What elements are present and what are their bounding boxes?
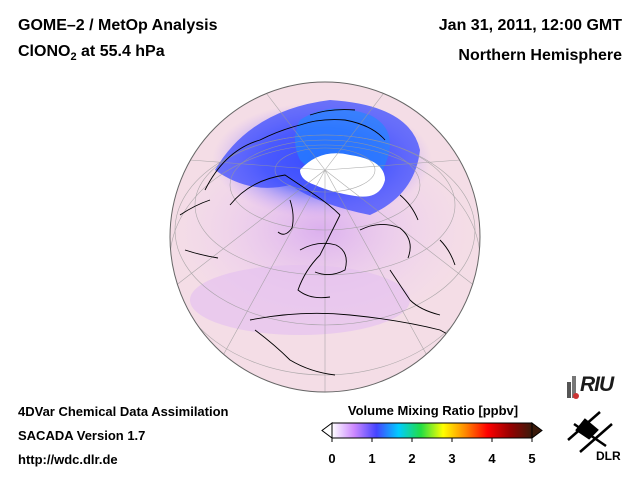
colorbar-tick-5: 5 — [528, 451, 536, 466]
riu-logo-icon — [567, 376, 579, 399]
species-level: at 55.4 hPa — [76, 43, 165, 60]
dlr-logo-text: DLR — [596, 449, 621, 463]
species-subscript: 2 — [70, 51, 77, 64]
colorbar-title: Volume Mixing Ratio [ppbv] — [347, 403, 519, 418]
colorbar-tick-3: 3 — [448, 451, 456, 466]
colorbar-under-arrow — [321, 422, 333, 439]
tropical-band — [190, 265, 410, 335]
title-region: Northern Hemisphere — [458, 47, 622, 64]
globe-outline — [169, 81, 481, 393]
colorbar-tick-2: 2 — [408, 451, 416, 466]
dlr-logo-icon — [567, 411, 613, 453]
polar-core — [300, 153, 385, 197]
footer-url[interactable]: http://wdc.dlr.de — [18, 452, 118, 467]
colorbar-tick-0: 0 — [328, 451, 336, 466]
species-name: ClONO — [18, 43, 71, 60]
riu-logo-text: RIU — [580, 373, 614, 396]
colorbar-over-arrow — [531, 422, 543, 439]
graticule — [170, 84, 480, 392]
title-species: ClONO2 at 55.4 hPa — [18, 43, 165, 63]
footer-version: SACADA Version 1.7 — [18, 428, 146, 443]
colorbar-tick-1: 1 — [368, 451, 376, 466]
footer-method: 4DVar Chemical Data Assimilation — [18, 404, 229, 419]
title-instrument: GOME–2 / MetOp Analysis — [18, 17, 218, 34]
colorbar-group — [321, 422, 543, 442]
title-date: Jan 31, 2011, 12:00 GMT — [438, 17, 622, 34]
colorbar-tick-4: 4 — [488, 451, 496, 466]
globe-field — [170, 82, 480, 392]
